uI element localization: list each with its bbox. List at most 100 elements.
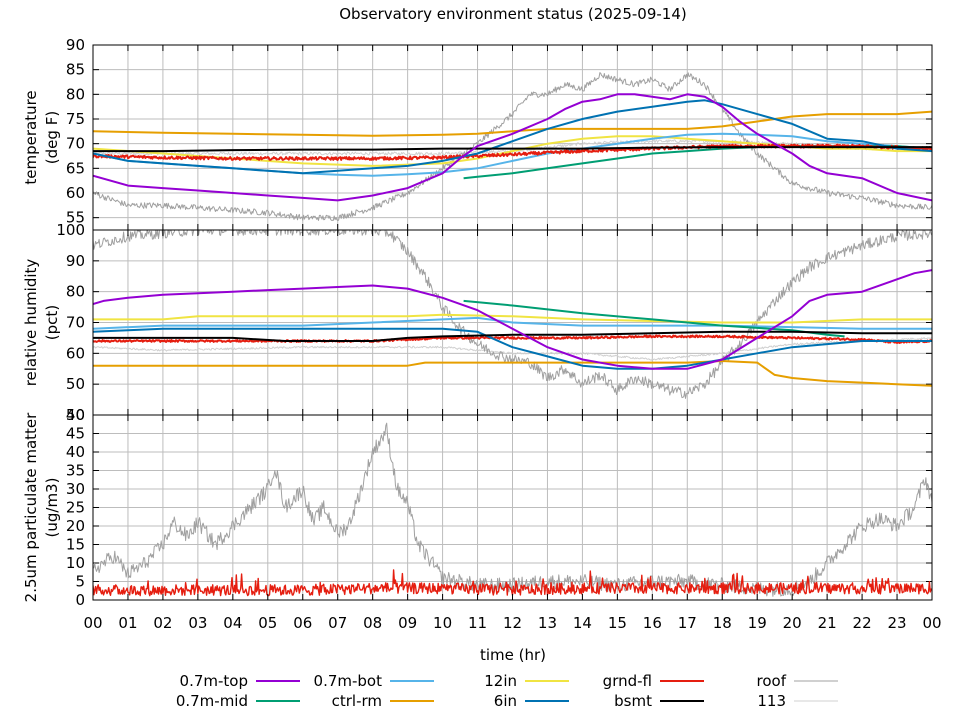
- legend-item-s113: 113: [757, 692, 838, 710]
- y-tick-label: 90: [66, 36, 85, 54]
- x-tick-label: 10: [433, 614, 452, 632]
- y-tick-label: 80: [66, 85, 85, 103]
- series-group-temperature: [93, 72, 932, 221]
- series-line-roof: [93, 72, 932, 221]
- chart-panels: 55 60 65 70 75 80 85 90 temperature (deg F) 40 50 60…: [22, 36, 933, 609]
- y-axis-label: (ug/m3): [43, 478, 61, 538]
- x-tick-label: 23: [887, 614, 906, 632]
- series-group-humidity: [93, 230, 932, 399]
- y-tick-label: 70: [66, 314, 85, 332]
- y-tick-label: 100: [56, 221, 85, 239]
- y-tick-label: 40: [66, 443, 85, 461]
- legend-item-ctrl: ctrl-rm: [332, 692, 434, 710]
- y-axis-label: relative humidity: [22, 259, 40, 387]
- legend-label: 0.7m-bot: [314, 672, 383, 690]
- grid-temperature: [93, 45, 932, 230]
- legend-label: 12in: [484, 672, 517, 690]
- y-tick-label: 50: [66, 375, 85, 393]
- x-tick-label: 16: [643, 614, 662, 632]
- series-line-ctrl: [93, 360, 932, 387]
- series-line-in12: [93, 313, 932, 324]
- x-tick-label: 19: [748, 614, 767, 632]
- y-tick-label: 35: [66, 462, 85, 480]
- y-tick-label: 0: [75, 591, 85, 609]
- y-axis-label: 2.5um particulate matter: [22, 412, 40, 602]
- x-tick-label: 07: [328, 614, 347, 632]
- legend-item-in6: 6in: [494, 692, 569, 710]
- legend-label: 6in: [494, 692, 517, 710]
- series-line-top: [93, 93, 932, 202]
- x-tick-label: 09: [398, 614, 417, 632]
- grid-particulate: [93, 415, 932, 600]
- x-tick-label: 00: [922, 614, 941, 632]
- y-tick-label: 85: [66, 61, 85, 79]
- x-tick-label: 17: [678, 614, 697, 632]
- y-tick-label: 65: [66, 159, 85, 177]
- series-line-bsmt: [93, 330, 932, 342]
- x-tick-label: 01: [118, 614, 137, 632]
- panel-temperature: 55 60 65 70 75 80 85 90 temperature (deg F): [22, 36, 933, 231]
- y-tick-label: 60: [66, 184, 85, 202]
- series-line-mid: [463, 299, 845, 338]
- series-line-roof: [93, 230, 932, 399]
- y-tick-label: 15: [66, 536, 85, 554]
- series-line-in6: [93, 99, 932, 175]
- series-line-grnd: [93, 143, 932, 161]
- legend-label: roof: [757, 672, 787, 690]
- y-tick-label: 45: [66, 425, 85, 443]
- x-tick-label: 14: [573, 614, 592, 632]
- y-axis-label: temperature: [22, 90, 40, 184]
- series-line-in6: [93, 327, 932, 370]
- x-tick-label: 00: [83, 614, 102, 632]
- x-tick-label: 12: [503, 614, 522, 632]
- y-axis-label: (deg F): [43, 111, 61, 164]
- legend-item-bot: 0.7m-bot: [314, 672, 434, 690]
- legend-item-in12: 12in: [484, 672, 569, 690]
- y-tick-label: 75: [66, 110, 85, 128]
- legend: 0.7m-top 0.7m-mid 0.7m-bot ctrl-rm 12in 6in gr…: [176, 672, 838, 710]
- x-tick-label: 22: [853, 614, 872, 632]
- x-tick-label: 02: [153, 614, 172, 632]
- legend-item-top: 0.7m-top: [180, 672, 300, 690]
- y-axis-label: (pct): [43, 305, 61, 340]
- series-line-top: [93, 269, 932, 370]
- x-tick-label: 11: [468, 614, 487, 632]
- y-tick-label: 80: [66, 283, 85, 301]
- y-tick-label: 5: [75, 573, 85, 591]
- series-line-ctrl: [93, 110, 932, 137]
- x-tick-label: 03: [188, 614, 207, 632]
- legend-item-grnd: grnd-fl: [603, 672, 704, 690]
- legend-label: grnd-fl: [603, 672, 652, 690]
- y-tick-label: 25: [66, 499, 85, 517]
- x-tick-label: 20: [783, 614, 802, 632]
- x-axis-label: time (hr): [480, 646, 546, 664]
- y-tick-label: 55: [66, 209, 85, 227]
- x-tick-label: 08: [363, 614, 382, 632]
- x-axis: 00 01 02 03 04 05 06 07 08 09 10 11 12 13 14 15 16 17 18 19…: [83, 614, 941, 632]
- y-tick-label: 60: [66, 344, 85, 362]
- y-tick-label: 20: [66, 517, 85, 535]
- legend-item-roof: roof: [757, 672, 838, 690]
- x-tick-label: 04: [223, 614, 242, 632]
- series-line-in12: [93, 135, 932, 167]
- x-tick-label: 06: [293, 614, 312, 632]
- series-line-grnd: [93, 334, 932, 344]
- x-tick-label: 05: [258, 614, 277, 632]
- x-tick-label: 15: [608, 614, 627, 632]
- x-tick-label: 13: [538, 614, 557, 632]
- y-tick-label: 70: [66, 135, 85, 153]
- legend-item-bsmt: bsmt: [614, 692, 704, 710]
- y-tick-label: 10: [66, 554, 85, 572]
- legend-label: bsmt: [614, 692, 652, 710]
- chart-title: Observatory environment status (2025-09-…: [339, 5, 687, 23]
- legend-label: 0.7m-top: [180, 672, 248, 690]
- x-tick-label: 21: [818, 614, 837, 632]
- legend-label: 113: [757, 692, 786, 710]
- legend-item-mid: 0.7m-mid: [176, 692, 300, 710]
- series-line-s113: [93, 337, 932, 361]
- legend-label: ctrl-rm: [332, 692, 382, 710]
- y-tick-label: 90: [66, 252, 85, 270]
